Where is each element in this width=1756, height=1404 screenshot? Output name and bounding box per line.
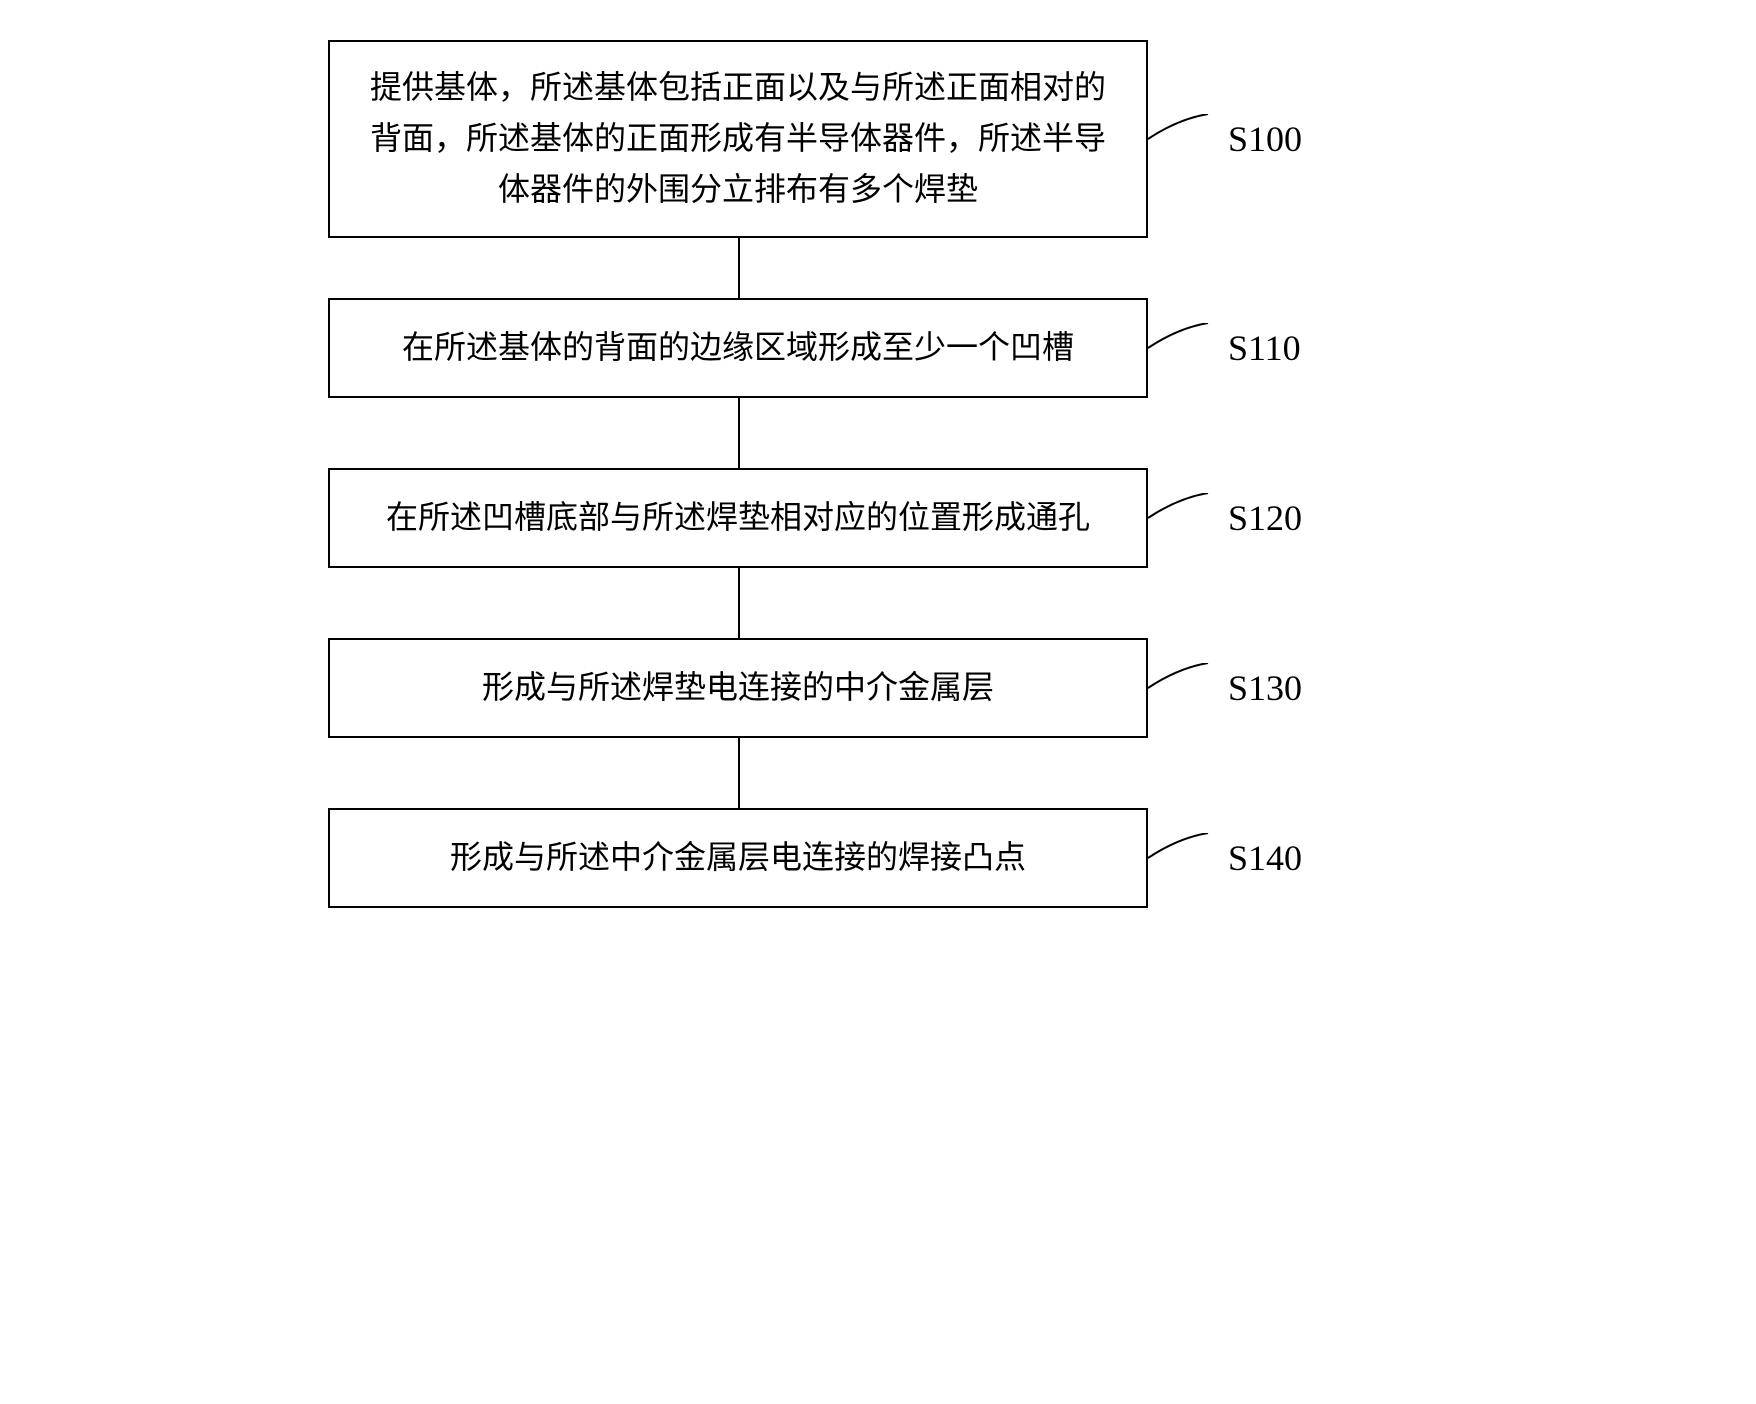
label-s100: S100 — [1228, 118, 1302, 160]
curve-icon — [1148, 833, 1218, 883]
step-s120: 在所述凹槽底部与所述焊垫相对应的位置形成通孔 S120 — [328, 468, 1428, 568]
label-s130: S130 — [1228, 667, 1302, 709]
box-text-s130: 形成与所述焊垫电连接的中介金属层 — [482, 662, 994, 713]
box-s130: 形成与所述焊垫电连接的中介金属层 — [328, 638, 1148, 738]
box-text-s140: 形成与所述中介金属层电连接的焊接凸点 — [450, 832, 1026, 883]
step-s110: 在所述基体的背面的边缘区域形成至少一个凹槽 S110 — [328, 298, 1428, 398]
label-wrapper-s120: S120 — [1148, 493, 1302, 543]
step-s140: 形成与所述中介金属层电连接的焊接凸点 S140 — [328, 808, 1428, 908]
label-wrapper-s110: S110 — [1148, 323, 1301, 373]
box-s120: 在所述凹槽底部与所述焊垫相对应的位置形成通孔 — [328, 468, 1148, 568]
box-text-s100: 提供基体，所述基体包括正面以及与所述正面相对的背面，所述基体的正面形成有半导体器… — [360, 62, 1116, 216]
curve-icon — [1148, 323, 1218, 373]
label-wrapper-s100: S100 — [1148, 114, 1302, 164]
box-s140: 形成与所述中介金属层电连接的焊接凸点 — [328, 808, 1148, 908]
connector-line — [738, 738, 740, 808]
step-s100: 提供基体，所述基体包括正面以及与所述正面相对的背面，所述基体的正面形成有半导体器… — [328, 40, 1428, 238]
flowchart-container: 提供基体，所述基体包括正面以及与所述正面相对的背面，所述基体的正面形成有半导体器… — [328, 40, 1428, 908]
curve-icon — [1148, 663, 1218, 713]
curve-icon — [1148, 493, 1218, 543]
connector-line — [738, 398, 740, 468]
curve-icon — [1148, 114, 1218, 164]
connector-line — [738, 568, 740, 638]
box-s100: 提供基体，所述基体包括正面以及与所述正面相对的背面，所述基体的正面形成有半导体器… — [328, 40, 1148, 238]
label-wrapper-s130: S130 — [1148, 663, 1302, 713]
label-s140: S140 — [1228, 837, 1302, 879]
label-s120: S120 — [1228, 497, 1302, 539]
step-s130: 形成与所述焊垫电连接的中介金属层 S130 — [328, 638, 1428, 738]
box-s110: 在所述基体的背面的边缘区域形成至少一个凹槽 — [328, 298, 1148, 398]
box-text-s120: 在所述凹槽底部与所述焊垫相对应的位置形成通孔 — [386, 492, 1090, 543]
label-s110: S110 — [1228, 327, 1301, 369]
box-text-s110: 在所述基体的背面的边缘区域形成至少一个凹槽 — [402, 322, 1074, 373]
label-wrapper-s140: S140 — [1148, 833, 1302, 883]
connector-line — [738, 238, 740, 298]
